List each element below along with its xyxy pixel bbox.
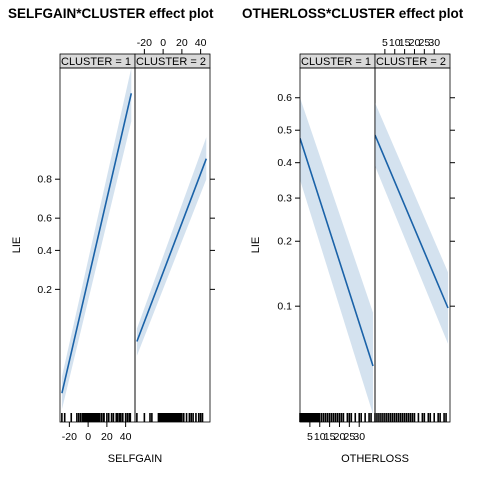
y-tick-label: 0.6 (37, 213, 52, 225)
x-tick-label-top: 20 (409, 37, 421, 49)
y-axis-label-right: LIE (250, 237, 262, 254)
x-tick-label-bottom: 25 (343, 431, 355, 443)
x-tick-label-bottom: 15 (324, 431, 336, 443)
x-tick-label-bottom: 30 (353, 431, 365, 443)
x-tick-label-bottom: 5 (307, 431, 313, 443)
x-axis-label-left: SELFGAIN (108, 453, 162, 465)
y-tick-label: 0.2 (277, 236, 292, 248)
effect-line (300, 137, 374, 367)
x-tick-label-top: 5 (382, 37, 388, 49)
strip-label: CLUSTER = 2 (136, 56, 206, 68)
x-axis-label-right: OTHERLOSS (341, 453, 409, 465)
x-tick-label-top: 15 (399, 37, 411, 49)
y-tick-label: 0.1 (277, 301, 292, 313)
x-tick-label-top: -20 (137, 37, 152, 49)
x-tick-label-bottom: -20 (62, 431, 77, 443)
chart-title-right: OTHERLOSS*CLUSTER effect plot (242, 6, 464, 21)
x-tick-label-top: 0 (160, 37, 166, 49)
y-tick-label: 0.4 (277, 157, 292, 169)
y-axis-label-left: LIE (11, 237, 23, 254)
panel-frame (134, 67, 211, 423)
effect-line (375, 134, 449, 309)
strip-label: CLUSTER = 2 (376, 56, 446, 68)
x-tick-label-bottom: 20 (334, 431, 346, 443)
x-tick-label-top: 30 (428, 37, 440, 49)
x-tick-label-bottom: 20 (101, 431, 113, 443)
x-tick-label-top: 10 (389, 37, 401, 49)
effect-line (136, 158, 208, 342)
plot-area: CLUSTER = 1 -20 0 20 40 CLUSTER = 2 -20 0 20 40 0.… (37, 37, 455, 443)
confidence-band (136, 137, 207, 356)
chart-1: CLUSTER = 1 -20 0 20 40 CLUSTER = 2 -20 0 20 40 0.… (37, 37, 215, 443)
confidence-band (61, 68, 132, 410)
y-tick-label: 0.8 (37, 174, 52, 186)
y-tick-label: 0.3 (277, 193, 292, 205)
x-tick-label-bottom: 10 (314, 431, 326, 443)
x-tick-label-bottom: 0 (85, 431, 91, 443)
strip-label: CLUSTER = 1 (301, 56, 371, 68)
x-tick-label-bottom: 40 (120, 431, 132, 443)
confidence-band (300, 97, 373, 415)
y-tick-label: 0.5 (277, 125, 292, 137)
x-tick-label-top: 25 (418, 37, 430, 49)
chart-title-left: SELFGAIN*CLUSTER effect plot (8, 6, 214, 21)
x-tick-label-top: 40 (195, 37, 207, 49)
effect-line (61, 93, 133, 394)
y-tick-label: 0.2 (37, 284, 52, 296)
strip-label: CLUSTER = 1 (61, 56, 131, 68)
y-tick-label: 0.4 (37, 245, 52, 257)
panel-frame (374, 67, 451, 423)
y-tick-label: 0.6 (277, 92, 292, 104)
x-tick-label-top: 20 (176, 37, 188, 49)
